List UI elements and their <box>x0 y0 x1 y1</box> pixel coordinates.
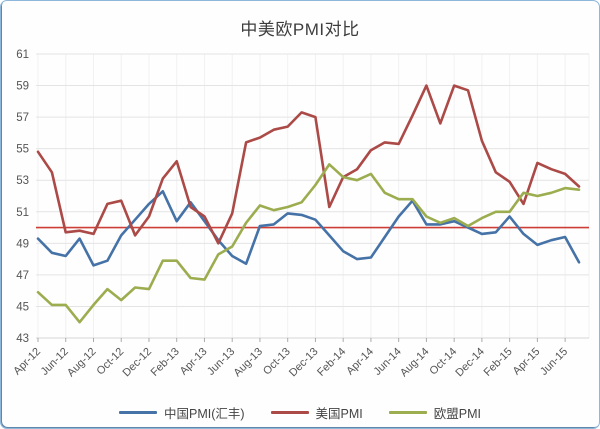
x-axis-label: Dec-13 <box>287 346 321 380</box>
x-axis-label: Feb-15 <box>482 346 515 379</box>
y-axis-label: 49 <box>16 238 29 250</box>
x-axis-label: Dec-12 <box>121 346 155 380</box>
x-axis-label: Feb-13 <box>149 346 182 379</box>
x-axis-label: Jun-15 <box>538 346 570 378</box>
x-ticks <box>37 338 566 342</box>
legend-line-swatch-eu <box>388 410 427 414</box>
x-axis-label: Dec-14 <box>453 346 487 380</box>
legend-item-us: 美国PMI <box>270 403 363 422</box>
legend-line-swatch-china <box>118 410 157 414</box>
legend-line-swatch-us <box>270 410 309 414</box>
y-axis-label: 53 <box>16 175 29 187</box>
x-axis-label: Feb-14 <box>315 346 348 379</box>
legend-item-china: 中国PMI(汇丰) <box>118 403 245 422</box>
y-axis-label: 45 <box>16 301 29 313</box>
legend: 中国PMI(汇丰) 美国PMI 欧盟PMI <box>1 400 599 424</box>
x-axis-label: Apr-15 <box>511 346 543 378</box>
y-axis-labels: 43 45 47 49 51 53 55 57 59 61 <box>16 49 29 345</box>
x-axis-label: Aug-13 <box>231 346 265 380</box>
y-axis-label: 43 <box>16 333 29 345</box>
legend-item-eu: 欧盟PMI <box>388 403 482 422</box>
legend-label-china: 中国PMI(汇丰) <box>163 406 245 421</box>
y-axis-label: 59 <box>16 81 29 93</box>
x-axis-label: Apr-12 <box>11 346 43 378</box>
y-axis-label: 47 <box>16 270 29 282</box>
y-axis-label: 57 <box>16 112 29 124</box>
x-axis-labels: Apr-12Jun-12Aug-12Oct-12Dec-12Feb-13Apr-… <box>11 346 570 380</box>
series-line-china <box>36 190 581 267</box>
y-gridlines <box>36 53 589 339</box>
x-axis-label: Apr-13 <box>178 346 210 378</box>
x-axis-label: Aug-14 <box>398 346 432 380</box>
y-axis-label: 51 <box>16 207 29 219</box>
y-axis-label: 55 <box>16 144 29 156</box>
legend-label-us: 美国PMI <box>315 406 363 421</box>
chart-title: 中美欧PMI对比 <box>240 20 360 39</box>
y-axis-label: 61 <box>16 49 29 61</box>
series-line-us <box>36 84 581 245</box>
x-axis-label: Apr-14 <box>344 346 376 378</box>
legend-label-eu: 欧盟PMI <box>433 406 482 421</box>
x-gridlines <box>37 54 590 338</box>
series-line-eu <box>36 163 581 324</box>
x-axis-label: Aug-12 <box>65 346 99 380</box>
